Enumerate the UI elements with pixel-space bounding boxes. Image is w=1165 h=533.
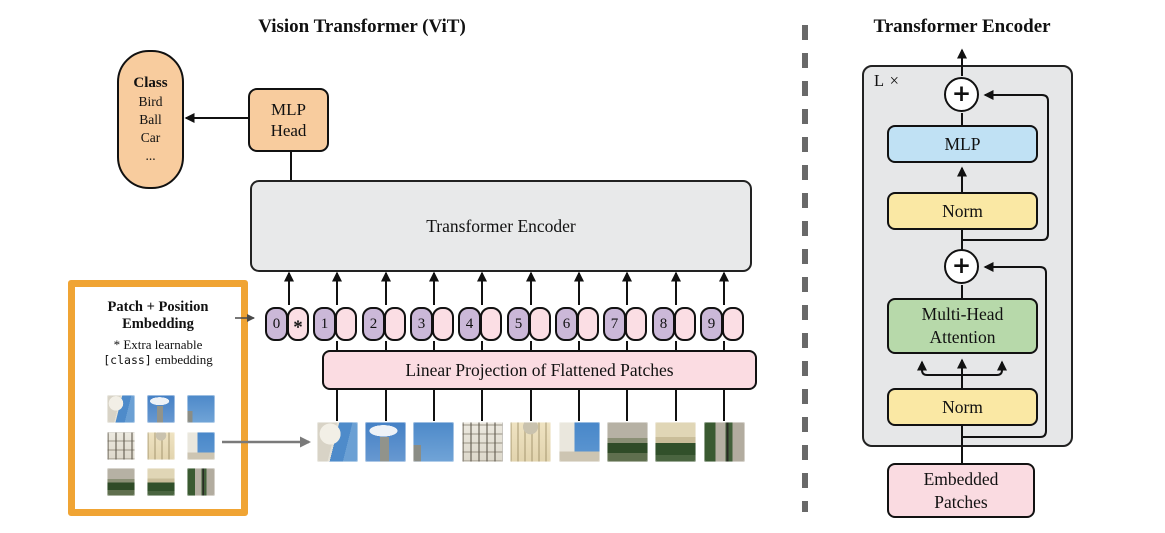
transformer-encoder-box: Transformer Encoder bbox=[250, 180, 752, 272]
position-pill: 8 bbox=[652, 307, 675, 341]
token-3: 3 bbox=[410, 307, 454, 341]
position-pill: 0 bbox=[265, 307, 288, 341]
linear-projection-box: Linear Projection of Flattened Patches bbox=[322, 350, 757, 390]
class-token-code: [class] bbox=[103, 353, 152, 367]
image-patch bbox=[559, 422, 600, 462]
image-patch bbox=[462, 422, 503, 462]
residual-add-icon: + bbox=[944, 77, 979, 112]
patch-pill bbox=[335, 307, 357, 341]
image-grid-patch bbox=[187, 395, 215, 423]
image-patch bbox=[365, 422, 406, 462]
image-grid-patch bbox=[147, 395, 175, 423]
patch-position-embedding-label: Patch + Position Embedding bbox=[107, 299, 209, 332]
class-item: Car bbox=[140, 130, 161, 145]
image-patch bbox=[317, 422, 358, 462]
image-grid-patch bbox=[147, 432, 175, 460]
image-patch bbox=[413, 422, 454, 462]
position-pill: 2 bbox=[362, 307, 385, 341]
position-pill: 3 bbox=[410, 307, 433, 341]
token-4: 4 bbox=[458, 307, 502, 341]
image-grid-patch bbox=[107, 468, 135, 496]
loop-count-label: L × bbox=[874, 71, 900, 90]
multi-head-attention-box: Multi-Head Attention bbox=[887, 298, 1038, 354]
mlp-head-label-line1: MLP bbox=[271, 100, 306, 119]
image-grid-patch bbox=[187, 432, 215, 460]
class-item: Bird bbox=[138, 94, 163, 109]
learnable-class-note: * Extra learnable [class] embedding bbox=[103, 337, 213, 367]
patch-to-projection-lines bbox=[336, 386, 725, 421]
class-header: Class bbox=[133, 75, 168, 91]
transformer-encoder-box-label: Transformer Encoder bbox=[426, 215, 576, 236]
embedded-patches-box: Embedded Patches bbox=[887, 463, 1035, 518]
position-pill: 6 bbox=[555, 307, 578, 341]
token-7: 7 bbox=[603, 307, 647, 341]
left-figure-title: Vision Transformer (ViT) bbox=[258, 16, 466, 37]
position-pill: 1 bbox=[313, 307, 336, 341]
image-patch bbox=[607, 422, 648, 462]
class-output-pill: Class Bird Ball Car ... bbox=[117, 50, 184, 189]
token-5: 5 bbox=[507, 307, 551, 341]
image-grid-patch bbox=[107, 432, 135, 460]
patch-pill bbox=[432, 307, 454, 341]
mlp-head-label-line2: Head bbox=[270, 121, 307, 140]
mlp-head-box: MLP Head bbox=[248, 88, 329, 152]
patch-pill bbox=[529, 307, 551, 341]
token-9: 9 bbox=[700, 307, 744, 341]
dashed-divider bbox=[802, 25, 808, 512]
patch-pill bbox=[674, 307, 696, 341]
patch-pill: * bbox=[287, 307, 309, 341]
right-figure-title: Transformer Encoder bbox=[873, 16, 1051, 37]
image-grid-patch bbox=[187, 468, 215, 496]
token-1: 1 bbox=[313, 307, 357, 341]
image-patch bbox=[704, 422, 745, 462]
position-pill: 7 bbox=[603, 307, 626, 341]
token-to-encoder-arrows bbox=[284, 271, 729, 305]
position-pill: 5 bbox=[507, 307, 530, 341]
image-grid-patch bbox=[107, 395, 135, 423]
image-grid-patch bbox=[147, 468, 175, 496]
patch-pill bbox=[625, 307, 647, 341]
residual-add-icon: + bbox=[944, 249, 979, 284]
patch-position-embedding-highlight-box bbox=[68, 280, 248, 516]
class-item: Ball bbox=[139, 112, 162, 127]
patch-pill bbox=[577, 307, 599, 341]
mlp-box: MLP bbox=[887, 125, 1038, 163]
image-patch bbox=[655, 422, 696, 462]
norm-box-upper: Norm bbox=[887, 192, 1038, 230]
class-item: ... bbox=[145, 148, 156, 163]
patch-pill bbox=[384, 307, 406, 341]
token-2: 2 bbox=[362, 307, 406, 341]
token-0: 0 * bbox=[265, 307, 309, 341]
patch-pill bbox=[480, 307, 502, 341]
image-patch bbox=[510, 422, 551, 462]
patch-pill bbox=[722, 307, 744, 341]
token-8: 8 bbox=[652, 307, 696, 341]
norm-box-lower: Norm bbox=[887, 388, 1038, 426]
position-pill: 4 bbox=[458, 307, 481, 341]
token-6: 6 bbox=[555, 307, 599, 341]
position-pill: 9 bbox=[700, 307, 723, 341]
